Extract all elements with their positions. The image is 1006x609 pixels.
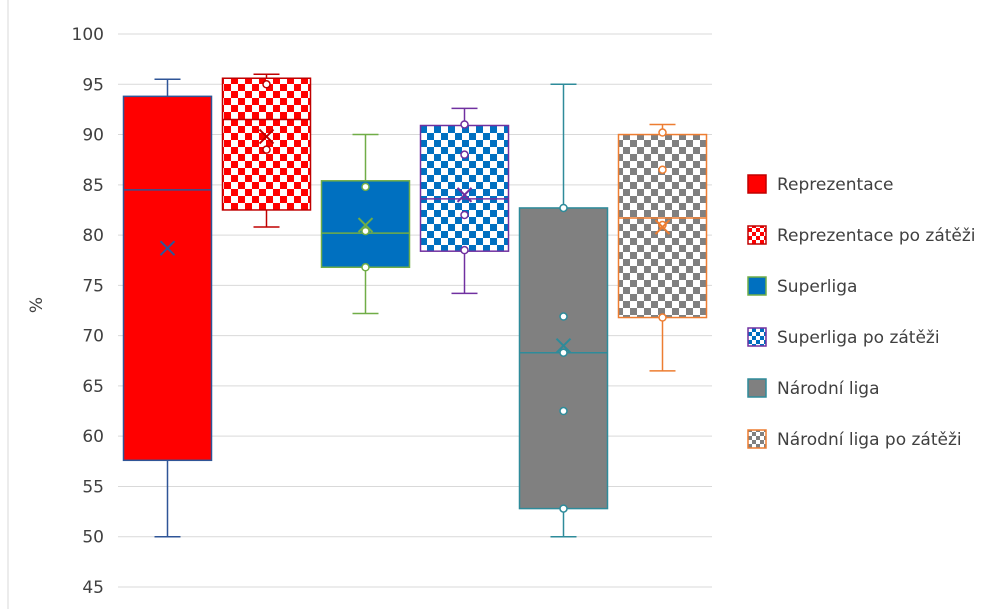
y-tick-label: 45 xyxy=(82,578,104,598)
data-point xyxy=(658,313,667,322)
y-axis-ticks: 45 50 55 60 65 70 75 80 85 90 95 100 xyxy=(72,25,104,598)
data-point xyxy=(559,203,568,213)
box-6 xyxy=(617,123,708,372)
gridlines xyxy=(118,33,712,588)
data-point xyxy=(658,165,667,174)
box-iqr xyxy=(221,77,312,211)
mean-marker xyxy=(555,337,572,354)
y-tick-label: 65 xyxy=(82,377,104,397)
y-tick-label: 55 xyxy=(82,477,104,497)
data-point xyxy=(658,128,667,137)
y-tick-label: 70 xyxy=(82,327,104,347)
data-point xyxy=(460,210,469,220)
box-2 xyxy=(221,73,312,228)
box-iqr xyxy=(122,95,213,462)
y-tick-label: 80 xyxy=(82,226,104,246)
y-tick-label: 90 xyxy=(82,126,104,146)
mean-marker xyxy=(654,219,671,235)
mean-marker xyxy=(357,217,374,233)
box-iqr xyxy=(518,207,609,510)
legend-label: Národní liga po zátěži xyxy=(777,430,962,450)
box-1 xyxy=(122,78,213,538)
legend-label: Národní liga xyxy=(777,379,880,399)
legend-swatch xyxy=(747,327,767,347)
data-point xyxy=(460,245,469,255)
legend-swatch xyxy=(747,378,767,398)
y-tick-label: 100 xyxy=(72,25,104,45)
legend-label: Superliga po zátěži xyxy=(777,328,940,348)
data-point xyxy=(262,145,271,154)
legend-swatch xyxy=(747,225,767,245)
box-3 xyxy=(320,133,411,315)
data-point xyxy=(361,182,370,192)
y-tick-label: 95 xyxy=(82,75,104,95)
data-point xyxy=(460,120,469,129)
data-point xyxy=(460,150,469,159)
data-point xyxy=(658,220,667,230)
box-5 xyxy=(518,83,609,538)
legend: Reprezentace Reprezentace po zátěži Superl… xyxy=(747,174,976,450)
legend-label: Superliga xyxy=(777,277,857,297)
y-axis-title: % xyxy=(27,297,47,313)
y-tick-label: 60 xyxy=(82,427,104,447)
data-point xyxy=(559,312,568,321)
legend-label: Reprezentace po zátěži xyxy=(777,226,976,246)
data-point xyxy=(559,406,568,416)
y-tick-label: 75 xyxy=(82,276,104,296)
legend-label: Reprezentace xyxy=(777,175,893,195)
legend-swatch xyxy=(747,276,767,296)
mean-marker xyxy=(258,128,275,145)
y-tick-label: 50 xyxy=(82,528,104,548)
box-iqr xyxy=(419,124,510,252)
y-tick-label: 85 xyxy=(82,176,104,196)
data-point xyxy=(361,226,370,236)
data-point xyxy=(559,504,568,513)
legend-swatch xyxy=(747,174,767,194)
mean-marker xyxy=(159,240,176,256)
box-4 xyxy=(419,107,510,295)
data-point xyxy=(361,263,370,272)
box-series xyxy=(122,73,708,538)
data-point xyxy=(559,348,568,357)
mean-marker xyxy=(456,187,473,203)
legend-swatch xyxy=(747,429,767,449)
data-point xyxy=(262,80,271,89)
